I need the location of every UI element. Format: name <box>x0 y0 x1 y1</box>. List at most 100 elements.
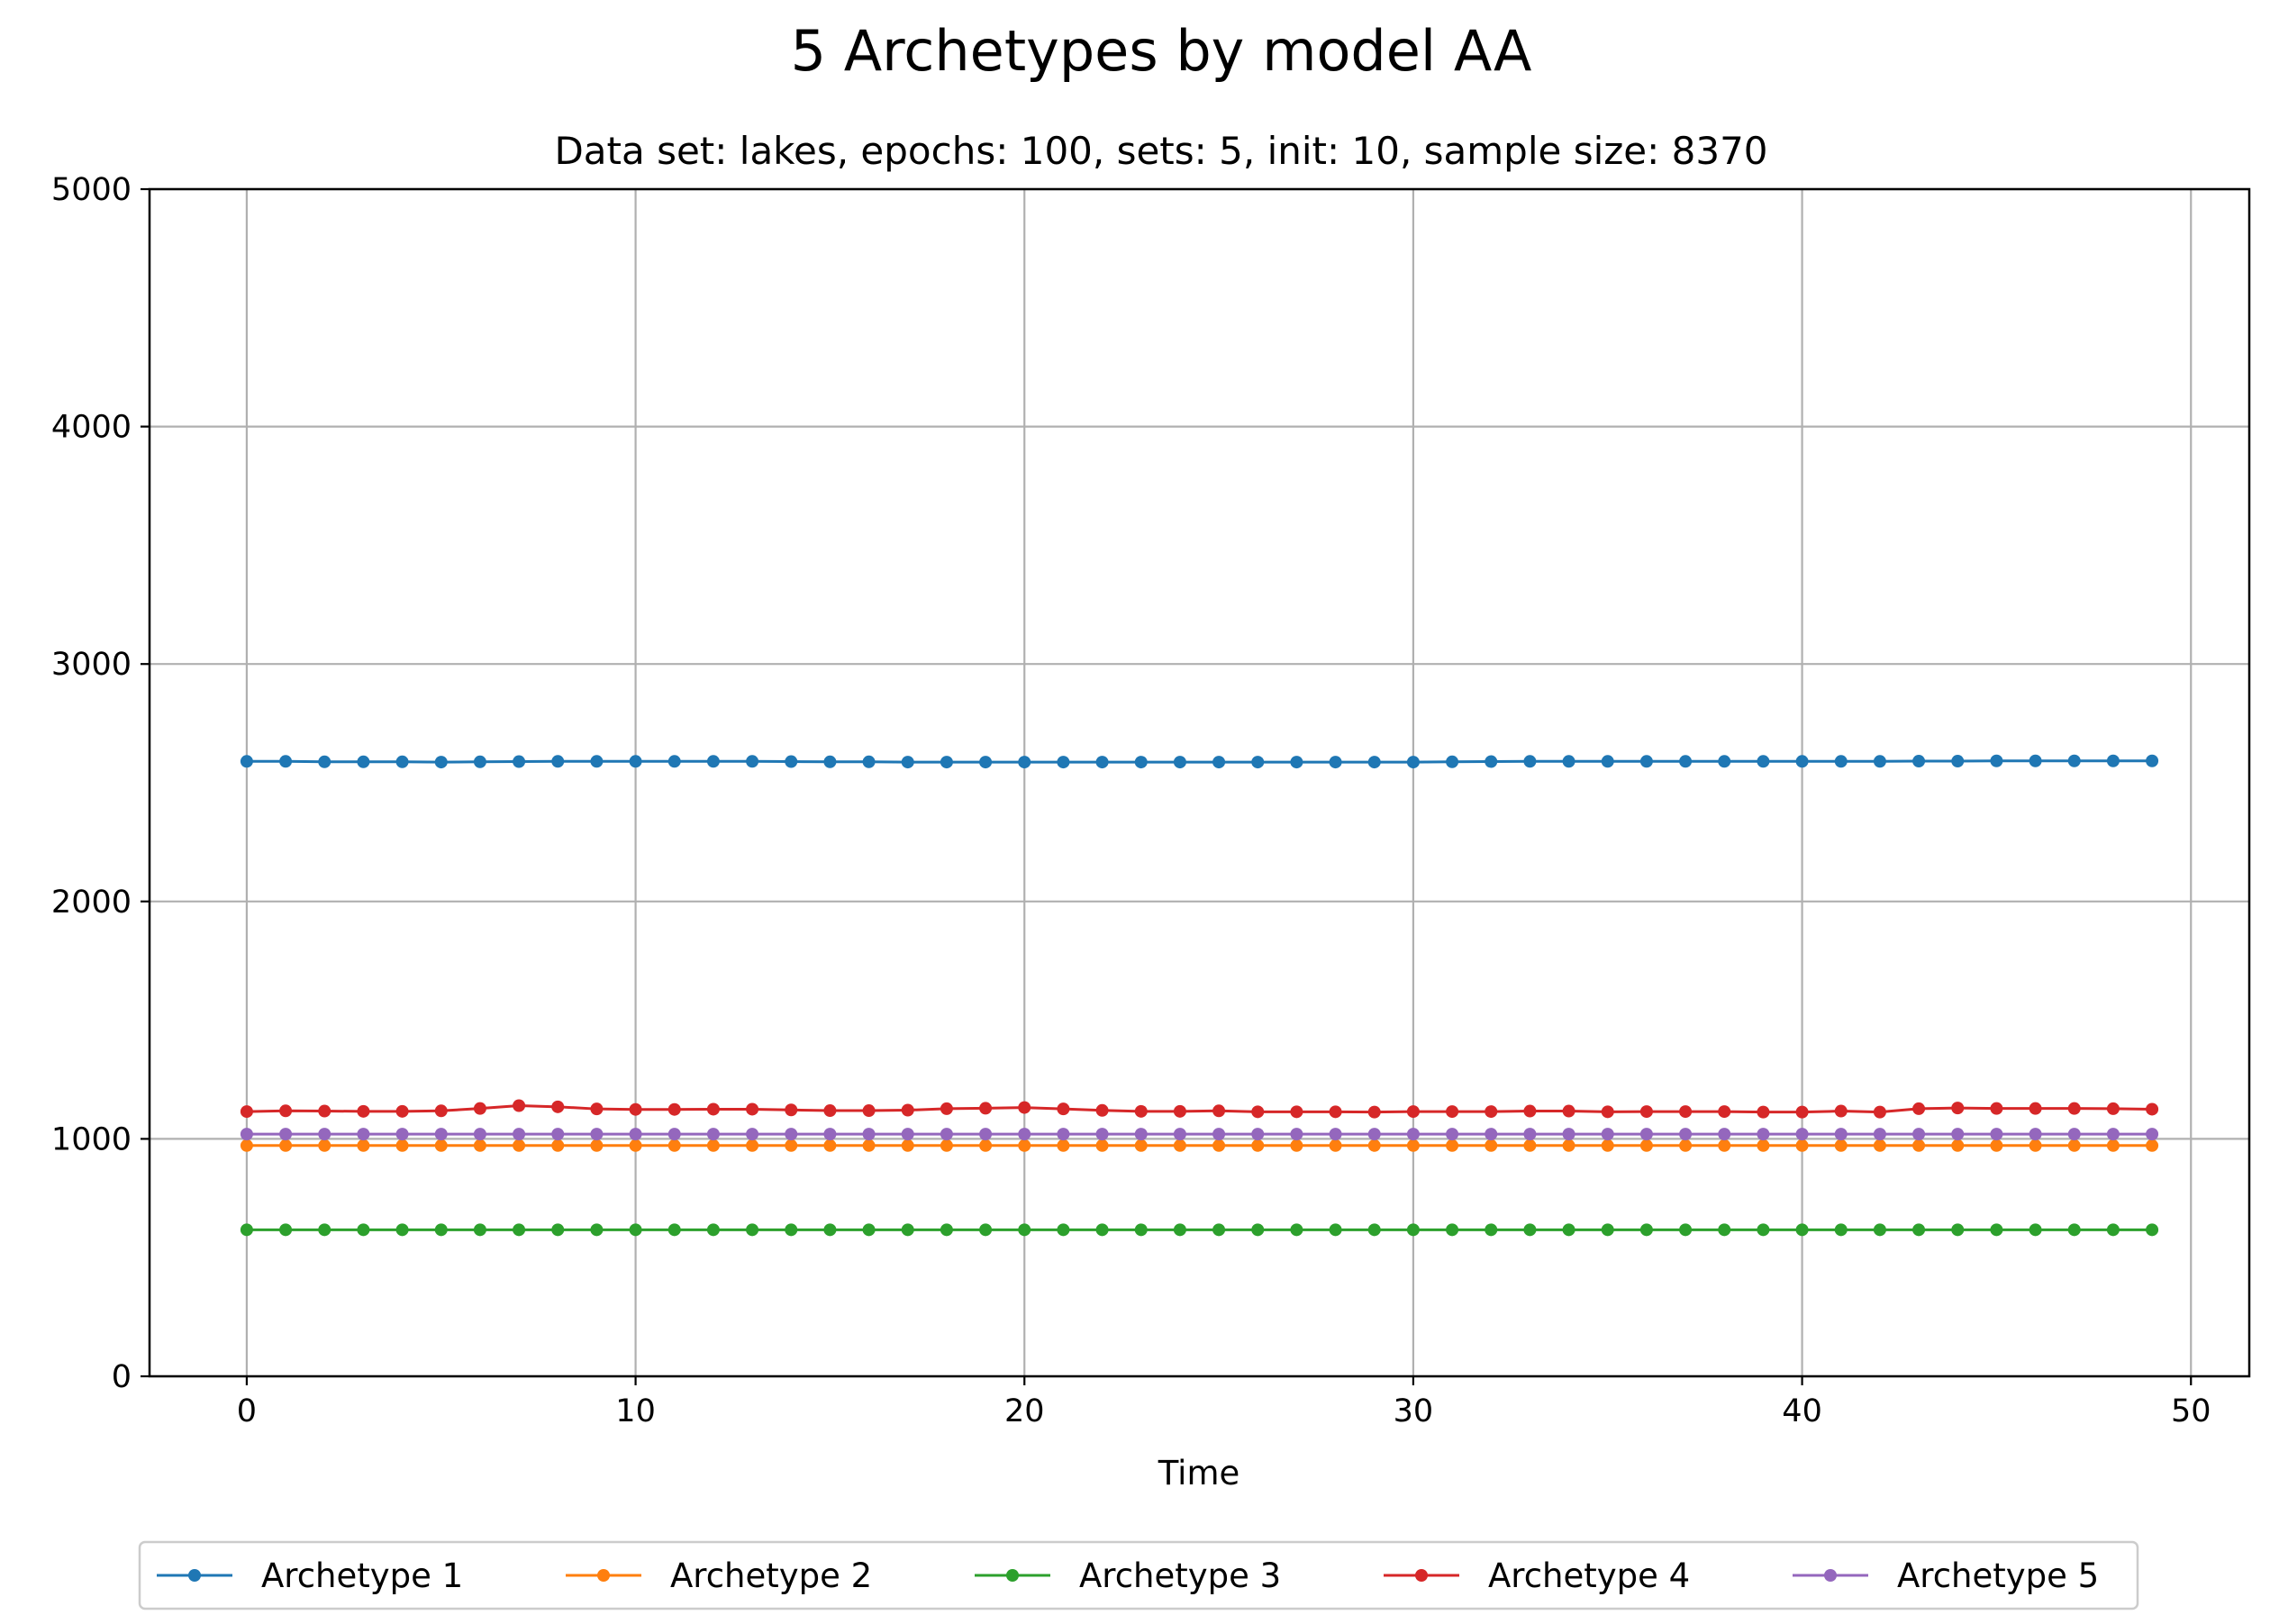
data-point <box>2106 1223 2120 1237</box>
data-point <box>1834 1128 1848 1141</box>
data-point <box>1718 1128 1731 1141</box>
data-point <box>940 1223 953 1237</box>
data-point <box>1485 1223 1498 1237</box>
data-point <box>901 756 914 769</box>
data-point <box>1095 1103 1109 1117</box>
data-point <box>706 1139 720 1152</box>
data-point <box>240 755 253 768</box>
y-tick-label: 5000 <box>51 172 132 208</box>
data-point <box>706 1223 720 1237</box>
data-point <box>1367 756 1381 769</box>
data-point <box>1757 755 1770 768</box>
data-point <box>1601 755 1614 768</box>
data-point <box>395 755 409 768</box>
data-point <box>434 1223 448 1237</box>
data-point <box>667 1128 681 1141</box>
series-5 <box>240 1128 2159 1141</box>
data-point <box>513 1128 526 1141</box>
data-point <box>629 1102 642 1116</box>
x-tick-label: 30 <box>1394 1393 1434 1429</box>
data-point <box>357 1139 370 1152</box>
data-point <box>1873 755 1886 768</box>
data-point <box>590 755 604 768</box>
data-point <box>1406 1128 1420 1141</box>
data-point <box>1795 1139 1809 1152</box>
data-point <box>2146 1223 2159 1237</box>
legend-swatch-marker <box>1824 1569 1837 1582</box>
data-point <box>473 1139 486 1152</box>
data-point <box>901 1103 914 1117</box>
data-point <box>1562 1223 1575 1237</box>
data-point <box>901 1128 914 1141</box>
series-2 <box>240 1139 2159 1152</box>
data-point <box>1912 1102 1926 1115</box>
data-point <box>1562 1104 1575 1118</box>
x-tick-label: 20 <box>1004 1393 1045 1429</box>
data-point <box>1757 1139 1770 1152</box>
data-point <box>1251 1223 1265 1237</box>
x-tick-label: 10 <box>615 1393 656 1429</box>
data-point <box>1679 1105 1693 1119</box>
data-point <box>240 1139 253 1152</box>
plot-frame <box>148 187 2251 1378</box>
data-point <box>513 1139 526 1152</box>
data-point <box>513 1099 526 1112</box>
data-point <box>1173 1128 1186 1141</box>
data-point <box>2146 1102 2159 1116</box>
data-point <box>1057 1102 1070 1116</box>
data-point <box>357 755 370 768</box>
data-point <box>1134 1128 1148 1141</box>
data-point <box>1251 1105 1265 1119</box>
data-point <box>1757 1105 1770 1119</box>
data-point <box>1834 1223 1848 1237</box>
data-point <box>1018 1101 1031 1114</box>
data-point <box>823 1104 837 1118</box>
series-3 <box>240 1223 2159 1237</box>
data-point <box>1718 755 1731 768</box>
data-point <box>1134 1139 1148 1152</box>
data-point <box>2029 754 2042 767</box>
data-point <box>1718 1139 1731 1152</box>
data-point <box>1718 1105 1731 1119</box>
data-point <box>629 1223 642 1237</box>
data-point <box>1134 1104 1148 1118</box>
data-point <box>1639 1223 1653 1237</box>
grid-lines <box>150 187 2249 1378</box>
data-point <box>1795 755 1809 768</box>
data-point <box>357 1128 370 1141</box>
data-point <box>434 1104 448 1118</box>
data-point <box>395 1223 409 1237</box>
data-point <box>979 1102 993 1115</box>
data-point <box>785 1139 798 1152</box>
data-point <box>551 1100 565 1113</box>
x-tick-label: 0 <box>237 1393 257 1429</box>
data-point <box>1990 754 2003 767</box>
data-point <box>1329 1139 1342 1152</box>
data-point <box>318 755 331 768</box>
data-point <box>1173 1223 1186 1237</box>
data-point <box>2067 1139 2081 1152</box>
data-point <box>1134 756 1148 769</box>
data-point <box>1912 1223 1926 1237</box>
legend-item-3: Archetype 3 <box>975 1556 1281 1595</box>
data-point <box>434 756 448 769</box>
data-point <box>2029 1223 2042 1237</box>
data-point <box>1095 1139 1109 1152</box>
data-point <box>434 1139 448 1152</box>
legend-swatch-marker <box>188 1569 201 1582</box>
data-point <box>1446 1223 1459 1237</box>
data-point <box>2067 1102 2081 1115</box>
data-point <box>1834 1139 1848 1152</box>
data-point <box>667 755 681 768</box>
data-point <box>2067 1128 2081 1141</box>
y-axis-ticks: 0 1000 2000 3000 4000 5000 <box>51 172 150 1395</box>
data-point <box>1951 1128 1965 1141</box>
data-point <box>901 1223 914 1237</box>
data-point <box>1873 1105 1886 1119</box>
data-point <box>279 1223 293 1237</box>
data-point <box>2146 754 2159 767</box>
data-point <box>1251 756 1265 769</box>
data-point <box>1367 1105 1381 1119</box>
legend: Archetype 1 Archetype 2 Archetype 3 Archety… <box>138 1540 2139 1610</box>
